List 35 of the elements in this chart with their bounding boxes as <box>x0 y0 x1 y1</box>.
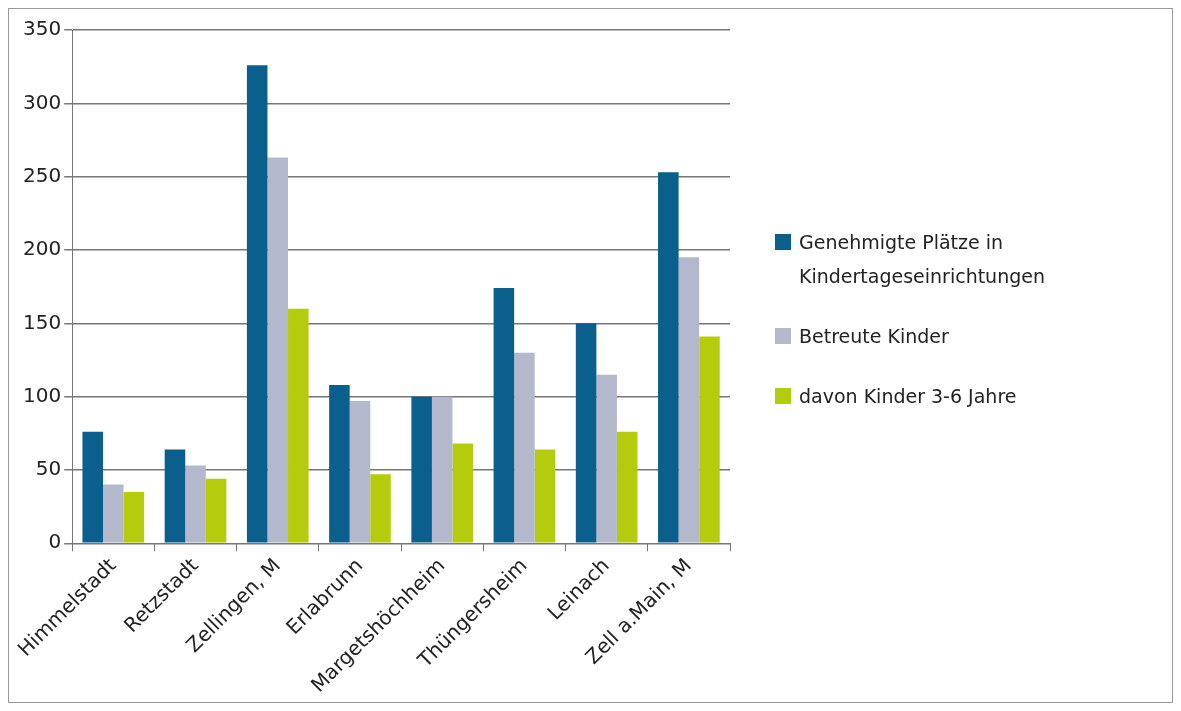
bar <box>616 431 638 543</box>
bar <box>514 352 535 543</box>
bar <box>164 449 186 543</box>
legend-label: davon Kinder 3-6 Jahre <box>799 384 1017 409</box>
bar <box>596 374 617 543</box>
bar <box>493 288 515 543</box>
bar <box>431 396 453 543</box>
y-tick-label: 50 <box>35 456 62 481</box>
y-tick-label: 0 <box>48 529 62 554</box>
bar <box>329 384 350 543</box>
y-tick-label: 350 <box>22 16 62 41</box>
bar <box>205 478 227 543</box>
bar <box>246 65 268 543</box>
bar <box>349 401 371 543</box>
y-tick-label: 150 <box>22 309 62 334</box>
bar <box>370 474 391 543</box>
legend-label: Genehmigte Plätze in Kindertageseinrichtungen <box>799 230 1046 289</box>
bar <box>411 396 432 543</box>
bar <box>185 465 206 543</box>
bar <box>678 257 700 543</box>
bar <box>575 323 597 543</box>
bar <box>82 431 104 543</box>
y-tick-label: 200 <box>22 236 62 261</box>
bar <box>699 336 720 543</box>
bar <box>103 484 124 543</box>
y-tick-label: 100 <box>22 382 62 407</box>
y-tick-label: 300 <box>22 89 62 114</box>
bar <box>452 443 474 543</box>
legend-label: Betreute Kinder <box>799 324 949 349</box>
y-tick-label: 250 <box>22 162 62 187</box>
bar <box>658 172 679 543</box>
bar <box>288 308 309 543</box>
bar <box>267 157 289 543</box>
bar <box>123 491 145 543</box>
bar <box>534 449 556 543</box>
